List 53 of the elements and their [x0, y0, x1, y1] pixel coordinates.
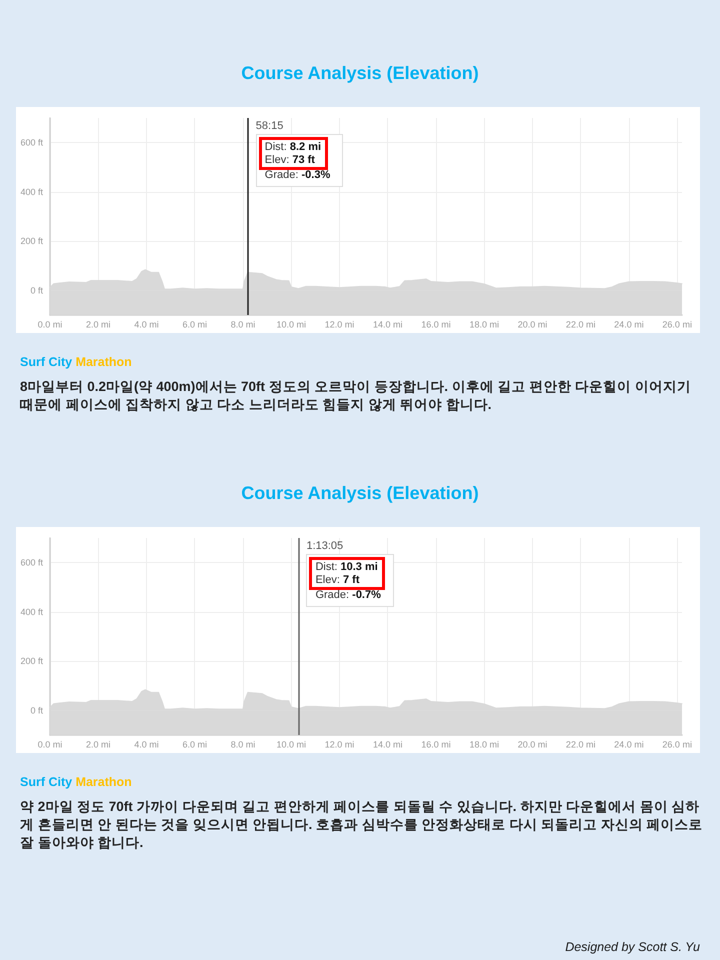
y-tick-label: 400 ft: [20, 186, 44, 197]
x-tick-label: 18.0 mi: [469, 740, 499, 750]
x-tick-label: 24.0 mi: [614, 320, 644, 330]
x-tick-label: 22.0 mi: [566, 740, 596, 750]
annotation: Dist: 10.3 mi: [315, 561, 378, 573]
annotation: Elev: 73 ft: [264, 154, 315, 166]
x-tick-label: 12.0 mi: [324, 740, 354, 750]
x-tick-label: 20.0 mi: [518, 320, 548, 330]
x-tick-label: 2.0 mi: [86, 320, 110, 330]
x-tick-label: 26.0 mi: [662, 320, 692, 330]
annotation: Dist: 8.2 mi: [264, 141, 322, 153]
x-tick-label: 0.0 mi: [38, 740, 62, 750]
annotation: 1:13:05: [306, 540, 344, 552]
annotation: Grade: -0.7%: [315, 589, 381, 601]
y-tick-label: 200 ft: [20, 656, 44, 666]
x-tick-label: 6.0 mi: [182, 740, 207, 750]
tooltip-card: Dist: 8.2 mi Elev: 73 ft Grade: -0.3%: [256, 134, 344, 187]
x-tick-label: 10.0 mi: [276, 320, 306, 330]
y-tick-label: 0 ft: [30, 705, 44, 716]
x-tick-label: 4.0 mi: [134, 740, 159, 750]
text: 약 2마일 정도 70ft 가까이 다운되며 길고 편안하게 페이스를 되돌릴 수 있습니다. 하지만 다운힐에서 몸이 심하게 흔들리면 안 된다는 것을 잊으시면 안됩니다. 호흡과 심박수를 안정화상태로 다시 되돌리고 자신의 페이스로 잘 돌아와야 합니다.: [20, 798, 704, 852]
annotation: Grade: -0.3%: [264, 169, 330, 181]
annotation: Elev: 7 ft: [315, 574, 360, 586]
x-tick-label: 8.0 mi: [230, 740, 256, 750]
annotation: 58:15: [256, 120, 284, 132]
x-tick-label: 4.0 mi: [134, 320, 159, 330]
chart-title: Course Analysis (Elevation): [240, 482, 480, 505]
x-tick-label: 6.0 mi: [182, 320, 207, 330]
y-tick-label: 200 ft: [20, 236, 44, 246]
x-tick-label: 18.0 mi: [469, 320, 499, 330]
x-tick-label: 22.0 mi: [566, 320, 596, 330]
text: 8마일부터 0.2마일(약 400m)에서는 70ft 정도의 오르막이 등장합니다. 이후에 길고 편안한 다운힐이 이어지기 때문에 페이스에 집착하지 않고 다소 느리더라도 힘들지 않게 뛰어야 합니다.: [20, 378, 692, 414]
y-tick-label: 600 ft: [20, 558, 44, 568]
tooltip-card: Dist: 10.3 mi Elev: 7 ft Grade: -0.7%: [306, 554, 394, 607]
text: Surf City Marathon: [20, 355, 132, 369]
x-tick-label: 24.0 mi: [614, 740, 644, 750]
x-tick-label: 0.0 mi: [38, 320, 62, 330]
x-tick-label: 14.0 mi: [372, 320, 402, 330]
x-tick-label: 16.0 mi: [421, 320, 451, 330]
y-tick-label: 0 ft: [30, 285, 44, 296]
text: Designed by Scott S. Yu: [565, 940, 700, 954]
x-tick-label: 10.0 mi: [276, 740, 306, 750]
x-tick-label: 26.0 mi: [662, 740, 692, 750]
text: Surf City Marathon: [20, 775, 132, 789]
chart-title: Course Analysis (Elevation): [240, 62, 480, 85]
x-tick-label: 14.0 mi: [372, 740, 402, 750]
x-tick-label: 2.0 mi: [86, 740, 110, 750]
x-tick-label: 16.0 mi: [421, 740, 451, 750]
x-tick-label: 12.0 mi: [324, 320, 354, 330]
y-tick-label: 600 ft: [20, 138, 44, 148]
x-tick-label: 8.0 mi: [230, 320, 256, 330]
y-tick-label: 400 ft: [20, 606, 44, 617]
x-tick-label: 20.0 mi: [518, 740, 548, 750]
